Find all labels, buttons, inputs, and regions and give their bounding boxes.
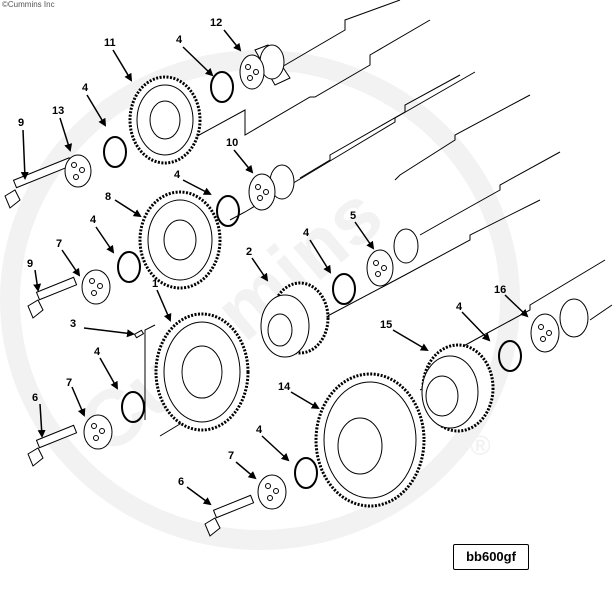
- washer-7-upper: [81, 269, 111, 305]
- callout-4: 4: [174, 169, 181, 181]
- callout-3: 3: [70, 318, 76, 330]
- callout-16: 16: [494, 284, 506, 296]
- washer-7-middle: [83, 414, 113, 450]
- callout-4: 4: [90, 214, 97, 226]
- callout-11: 11: [104, 37, 116, 49]
- callout-7: 7: [66, 377, 72, 389]
- bolt-9-upper: [4, 157, 73, 209]
- bolt-6-left: [27, 424, 78, 467]
- shaft-5: [366, 228, 419, 287]
- gear-15: [421, 343, 495, 433]
- callout-6: 6: [32, 392, 38, 404]
- callout-9: 9: [27, 258, 33, 270]
- callout-5: 5: [350, 210, 356, 222]
- washer-13: [64, 154, 92, 188]
- dowel-pin-3: [133, 329, 145, 339]
- gear-2: [260, 281, 330, 358]
- diagram-code-box: bb600gf: [453, 544, 529, 570]
- callout-4: 4: [456, 301, 463, 313]
- callout-9: 9: [18, 117, 24, 129]
- watermark: Cummins ®: [0, 50, 520, 550]
- callout-7: 7: [56, 238, 62, 250]
- washer-7-lower: [257, 474, 287, 510]
- gear-8: [138, 190, 222, 290]
- callout-4: 4: [82, 82, 89, 94]
- callout-4: 4: [256, 424, 263, 436]
- shaft-12: [239, 44, 291, 90]
- bolt-9-lower: [27, 276, 78, 319]
- callout-10: 10: [226, 137, 238, 149]
- callout-2: 2: [246, 246, 252, 258]
- callout-4: 4: [303, 227, 310, 239]
- callout-12: 12: [210, 17, 222, 29]
- callout-labels: 12 4 11 13 4 9 10 4 8 4 7 9 5 4 2 1 3 16…: [18, 17, 506, 488]
- copyright-text: ©Cummins Inc: [2, 0, 55, 9]
- registered-mark: ®: [470, 430, 491, 461]
- callout-15: 15: [380, 319, 392, 331]
- leader-arrows: [20, 29, 529, 506]
- callout-4: 4: [176, 34, 183, 46]
- callout-7: 7: [228, 450, 234, 462]
- callout-4: 4: [94, 346, 101, 358]
- bolt-6-bottom: [204, 494, 255, 537]
- callout-8: 8: [105, 191, 111, 203]
- shaft-16: [530, 298, 589, 353]
- callout-1: 1: [152, 278, 158, 290]
- snap-rings: [103, 71, 522, 489]
- callout-6: 6: [178, 476, 184, 488]
- gear-11: [128, 75, 202, 165]
- gear-1: [154, 312, 250, 432]
- gear-14: [314, 372, 426, 508]
- shaft-10: [248, 164, 295, 211]
- callout-13: 13: [52, 105, 64, 117]
- callout-14: 14: [278, 381, 291, 393]
